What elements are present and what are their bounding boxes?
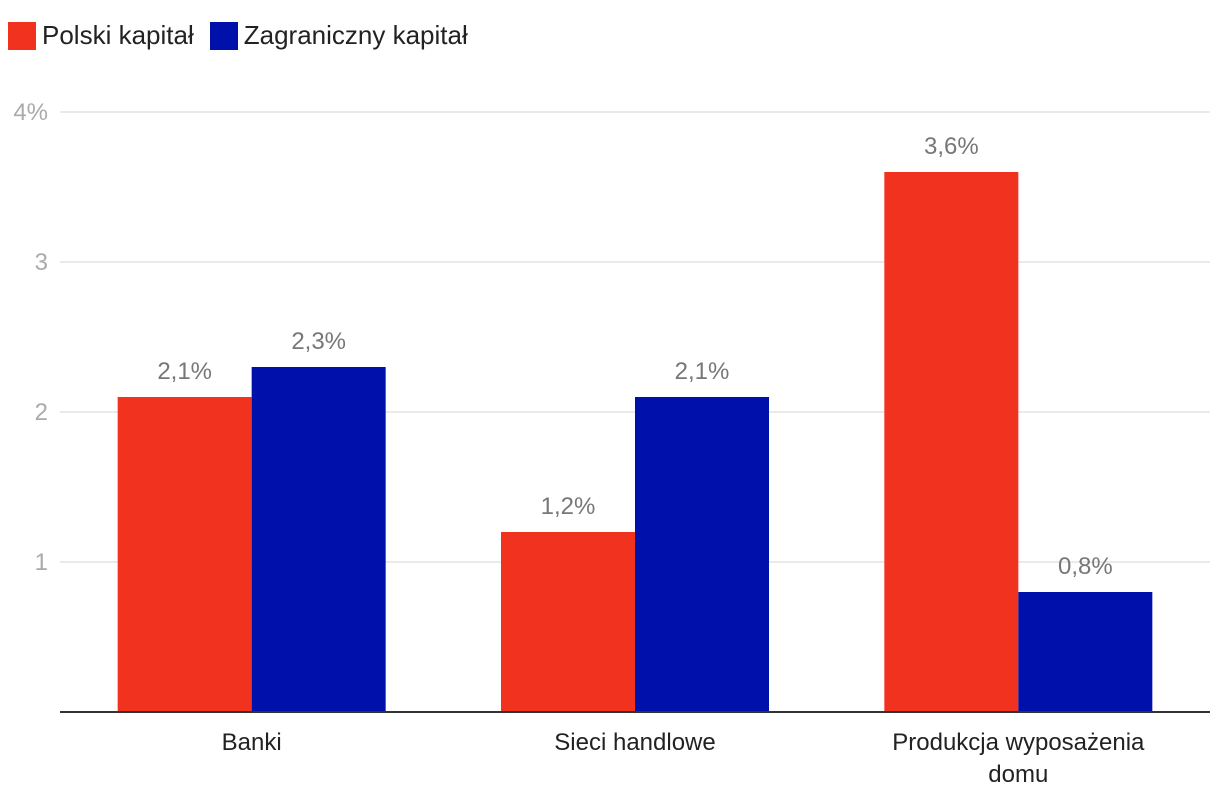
bar-polski-2 [884, 172, 1019, 712]
bar-zagraniczny-0 [251, 367, 386, 712]
data-label-zagraniczny-0: 2,3% [291, 328, 346, 355]
legend: Polski kapitał Zagraniczny kapitał [8, 20, 484, 51]
legend-item-polski: Polski kapitał [8, 20, 194, 51]
bar-polski-0 [117, 397, 252, 712]
legend-swatch-polski [8, 21, 36, 50]
x-category-label-2-line1: domu [988, 761, 1048, 788]
y-tick-label-1: 1 [35, 549, 48, 576]
y-tick-label-4: 4% [13, 99, 48, 126]
x-category-label-1: Sieci handlowe [554, 729, 715, 756]
legend-item-zagraniczny: Zagraniczny kapitał [209, 20, 468, 51]
x-category-label-2: Produkcja wyposażenia [892, 729, 1145, 756]
data-label-zagraniczny-1: 2,1% [675, 358, 730, 385]
bar-zagraniczny-1 [635, 397, 769, 712]
x-category-label-0: Banki [222, 729, 282, 756]
bar-zagraniczny-2 [1018, 592, 1153, 712]
bar-polski-1 [501, 532, 635, 712]
y-tick-label-3: 3 [35, 249, 48, 276]
data-label-zagraniczny-2: 0,8% [1058, 553, 1113, 580]
data-label-polski-1: 1,2% [541, 493, 596, 520]
y-tick-label-2: 2 [35, 399, 48, 426]
data-label-polski-0: 2,1% [157, 358, 212, 385]
legend-swatch-zagraniczny [209, 21, 238, 50]
legend-label-zagraniczny: Zagraniczny kapitał [243, 20, 468, 50]
data-label-polski-2: 3,6% [924, 133, 979, 160]
legend-label-polski: Polski kapitał [42, 20, 194, 50]
